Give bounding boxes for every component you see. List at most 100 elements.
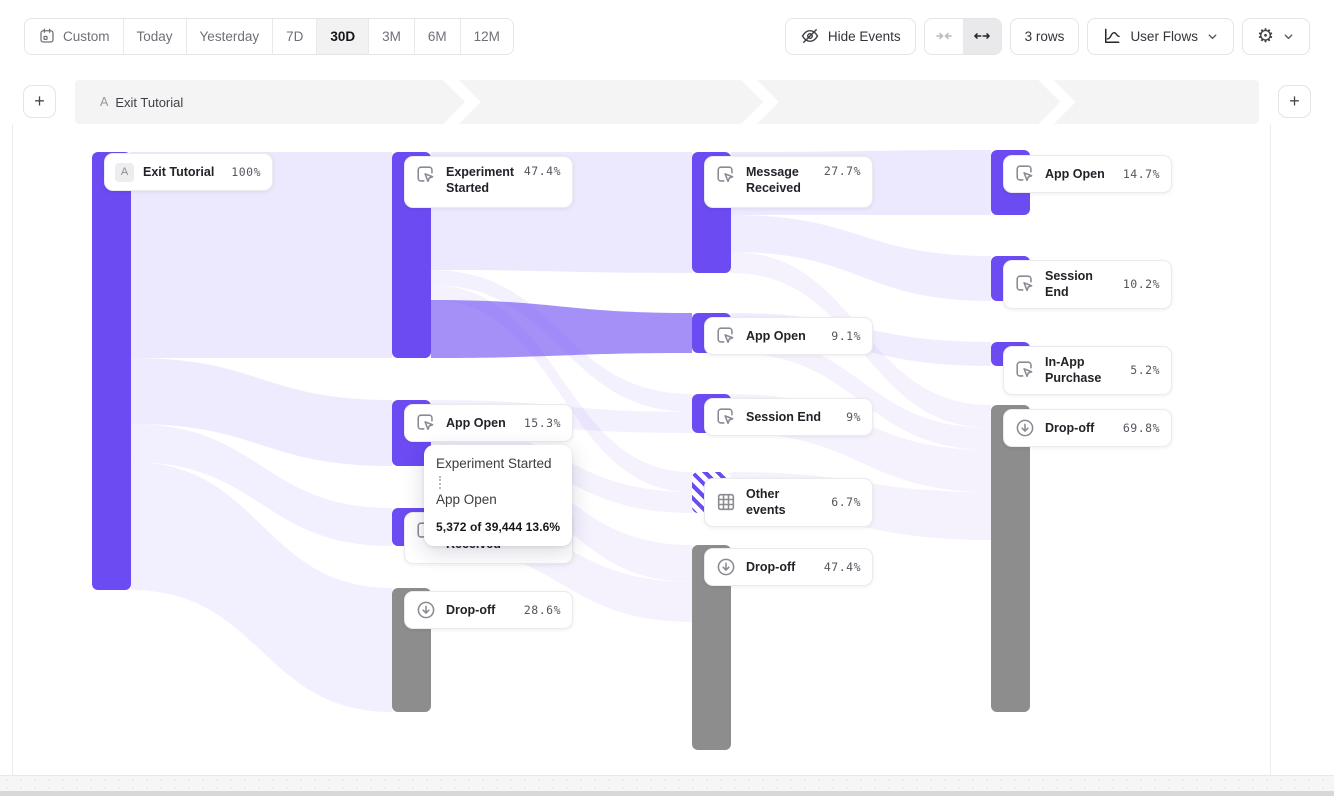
flow-node-card-app-open[interactable]: App Open 9.1% [704, 317, 873, 355]
flow-link-tooltip: Experiment Started App Open 5,372 of 39,… [424, 445, 572, 546]
step-event-name: Exit Tutorial [115, 94, 184, 110]
event-cursor-icon [717, 408, 734, 425]
event-badge: A [100, 95, 109, 109]
node-label: Session End [1045, 269, 1093, 300]
flow-node-card-session-end[interactable]: Session End 10.2% [1003, 260, 1172, 309]
flow-node-card-app-open[interactable]: App Open 14.7% [1003, 155, 1172, 193]
date-range-7d[interactable]: 7D [273, 18, 318, 54]
drop-off-icon [1016, 419, 1034, 437]
drop-off-icon [417, 601, 435, 619]
flow-node-card-drop-off[interactable]: Drop-off 28.6% [404, 591, 573, 629]
step-breadcrumb-bar[interactable]: A Exit Tutorial [75, 80, 1259, 124]
date-range-group: Custom Today Yesterday 7D 30D 3M 6M 12M [24, 17, 514, 55]
view-selector-label: User Flows [1130, 28, 1198, 44]
flow-ribbon[interactable] [431, 270, 692, 412]
flow-node-bar-drop-off[interactable] [991, 405, 1030, 712]
node-percent: 28.6% [523, 603, 561, 617]
flow-node-card-app-open[interactable]: App Open 15.3% [404, 404, 573, 442]
rows-button[interactable]: 3 rows [1009, 17, 1080, 55]
node-label: Experiment Started [446, 165, 515, 196]
date-range-label: Custom [63, 28, 110, 44]
event-cursor-icon [1016, 275, 1033, 292]
grid-icon [717, 494, 735, 511]
flow-node-card-experiment-started[interactable]: Experiment Started 47.4% [404, 156, 573, 208]
toolbar-actions: Hide Events 3 rows [784, 17, 1310, 55]
flow-node-card-in-app-purchase[interactable]: In-App Purchase 5.2% [1003, 346, 1172, 395]
flow-node-card-message-received[interactable]: Message Received 27.7% [704, 156, 873, 208]
rows-label: 3 rows [1024, 28, 1065, 44]
node-label: Drop-off [746, 559, 796, 574]
event-cursor-icon [717, 166, 734, 183]
flow-node-card-drop-off[interactable]: Drop-off 47.4% [704, 548, 873, 586]
arrows-expand-icon[interactable] [962, 18, 1001, 54]
footer-strip [0, 775, 1334, 791]
date-range-yesterday[interactable]: Yesterday [186, 18, 274, 54]
node-label: Drop-off [1045, 420, 1095, 435]
flow-ribbon[interactable] [731, 215, 991, 301]
flow-node-card-session-end[interactable]: Session End 9% [704, 398, 873, 436]
flow-node-card-other-events[interactable]: Other events 6.7% [704, 478, 873, 527]
tooltip-conversion-detail: 5,372 of 39,444 13.6% [436, 519, 561, 534]
step-1-label[interactable]: A Exit Tutorial [100, 80, 183, 124]
flow-ribbon[interactable] [131, 358, 392, 466]
node-label: In-App Purchase [1045, 355, 1102, 386]
date-range-6m[interactable]: 6M [414, 18, 461, 54]
node-label: App Open [446, 415, 506, 430]
date-range-label: Yesterday [199, 28, 260, 44]
node-label: Message Received [746, 165, 801, 196]
flow-ribbon[interactable] [131, 462, 392, 712]
add-step-before-button[interactable]: + [23, 85, 56, 118]
node-label: Drop-off [446, 602, 496, 617]
event-cursor-icon [717, 327, 734, 344]
flow-node-card-drop-off[interactable]: Drop-off 69.8% [1003, 409, 1172, 447]
settings-button[interactable]: ⚙ [1241, 17, 1310, 55]
view-selector-button[interactable]: User Flows [1087, 17, 1234, 55]
node-percent: 47.4% [823, 560, 861, 574]
eye-off-icon [800, 26, 820, 46]
node-percent: 10.2% [1122, 277, 1160, 292]
date-range-12m[interactable]: 12M [460, 18, 513, 54]
date-range-label: 3M [382, 28, 401, 44]
flow-node-card-exit-tutorial[interactable]: A Exit Tutorial 100% [104, 153, 273, 191]
flow-ribbon[interactable] [131, 424, 392, 546]
date-range-30d[interactable]: 30D [317, 18, 370, 54]
node-label: Session End [746, 409, 822, 424]
date-range-label: 6M [427, 28, 447, 44]
node-percent: 5.2% [1130, 363, 1160, 378]
node-label: App Open [1045, 166, 1105, 181]
start-event-badge: A [115, 162, 134, 182]
date-range-label: 12M [473, 28, 500, 44]
event-cursor-icon [1016, 165, 1033, 182]
hide-events-button[interactable]: Hide Events [784, 17, 916, 55]
arrows-collapse-icon[interactable] [924, 18, 963, 54]
flow-chart-icon [1102, 26, 1122, 46]
spacing-toggle [923, 17, 1002, 55]
flow-ribbon-highlighted[interactable] [431, 300, 692, 358]
toolbar: Custom Today Yesterday 7D 30D 3M 6M 12M Hide Ev… [0, 0, 1334, 72]
event-cursor-icon [1016, 361, 1033, 378]
date-range-segmented-control: Custom Today Yesterday 7D 30D 3M 6M 12M [24, 17, 514, 55]
tooltip-connector [439, 475, 441, 489]
flow-node-bar-exit-tutorial[interactable] [92, 152, 131, 590]
drop-off-icon [717, 558, 735, 576]
date-range-3m[interactable]: 3M [369, 18, 415, 54]
date-range-label: Today [136, 28, 173, 44]
date-range-custom[interactable]: Custom [25, 18, 124, 54]
chevron-down-icon [1282, 30, 1295, 43]
node-label: Exit Tutorial [143, 164, 215, 179]
node-percent: 100% [231, 165, 261, 179]
date-range-today[interactable]: Today [123, 18, 187, 54]
node-label: Other events [746, 487, 786, 518]
node-percent: 69.8% [1122, 421, 1160, 435]
flow-ribbons [131, 150, 991, 712]
date-range-label: 7D [286, 28, 304, 44]
node-percent: 14.7% [1122, 167, 1160, 181]
chevron-down-icon [1206, 30, 1219, 43]
add-step-after-button[interactable]: + [1278, 85, 1311, 118]
hide-events-label: Hide Events [827, 28, 901, 44]
node-percent: 47.4% [523, 164, 561, 178]
canvas-right-border [1270, 124, 1271, 775]
bottom-scrollbar[interactable] [0, 791, 1334, 796]
node-percent: 27.7% [823, 164, 861, 178]
